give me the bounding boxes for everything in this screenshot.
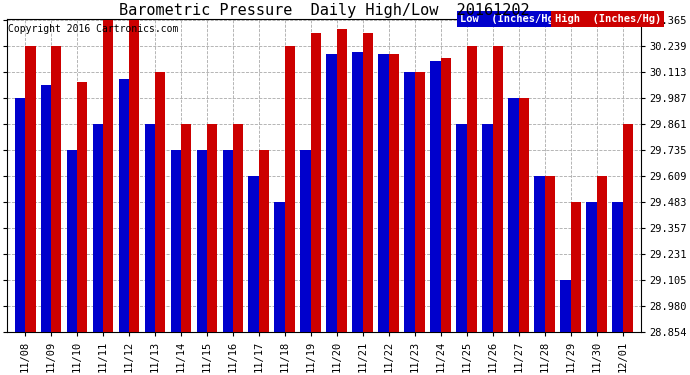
Bar xyxy=(509,98,519,332)
Bar xyxy=(119,79,129,332)
Bar xyxy=(145,124,155,332)
Bar xyxy=(222,150,233,332)
Bar xyxy=(404,72,415,332)
Bar xyxy=(92,124,103,332)
Text: Copyright 2016 Cartronics.com: Copyright 2016 Cartronics.com xyxy=(8,24,179,34)
Bar xyxy=(519,98,529,332)
Bar xyxy=(259,150,269,332)
Bar xyxy=(207,124,217,332)
Bar xyxy=(353,52,363,332)
Bar xyxy=(597,176,607,332)
Bar xyxy=(337,29,347,332)
Bar xyxy=(248,176,259,332)
Text: Low  (Inches/Hg): Low (Inches/Hg) xyxy=(460,14,560,24)
Bar xyxy=(493,46,503,332)
Bar xyxy=(560,280,571,332)
Bar xyxy=(25,46,35,332)
Bar xyxy=(326,54,337,332)
Bar xyxy=(363,33,373,332)
Bar xyxy=(129,20,139,332)
Bar xyxy=(612,202,622,332)
Bar xyxy=(170,150,181,332)
Text: High  (Inches/Hg): High (Inches/Hg) xyxy=(555,14,661,24)
Bar xyxy=(378,54,388,332)
Bar xyxy=(441,58,451,332)
Bar xyxy=(181,124,191,332)
Bar xyxy=(388,54,399,332)
Bar xyxy=(285,46,295,332)
Bar xyxy=(14,98,25,332)
Bar xyxy=(534,176,544,332)
Bar xyxy=(197,150,207,332)
Bar xyxy=(415,72,425,332)
Bar xyxy=(67,150,77,332)
Bar xyxy=(622,124,633,332)
Bar xyxy=(482,124,493,332)
Bar xyxy=(466,46,477,332)
Bar xyxy=(300,150,310,332)
Bar xyxy=(431,61,441,332)
Bar xyxy=(310,33,322,332)
Bar xyxy=(155,72,166,332)
Bar xyxy=(77,82,88,332)
Bar xyxy=(41,85,51,332)
Bar xyxy=(456,124,466,332)
Bar xyxy=(233,124,244,332)
Title: Barometric Pressure  Daily High/Low  20161202: Barometric Pressure Daily High/Low 20161… xyxy=(119,3,529,18)
Bar xyxy=(275,202,285,332)
Bar xyxy=(571,202,581,332)
Bar xyxy=(544,176,555,332)
Bar xyxy=(586,202,597,332)
Bar xyxy=(103,20,113,332)
Bar xyxy=(51,46,61,332)
